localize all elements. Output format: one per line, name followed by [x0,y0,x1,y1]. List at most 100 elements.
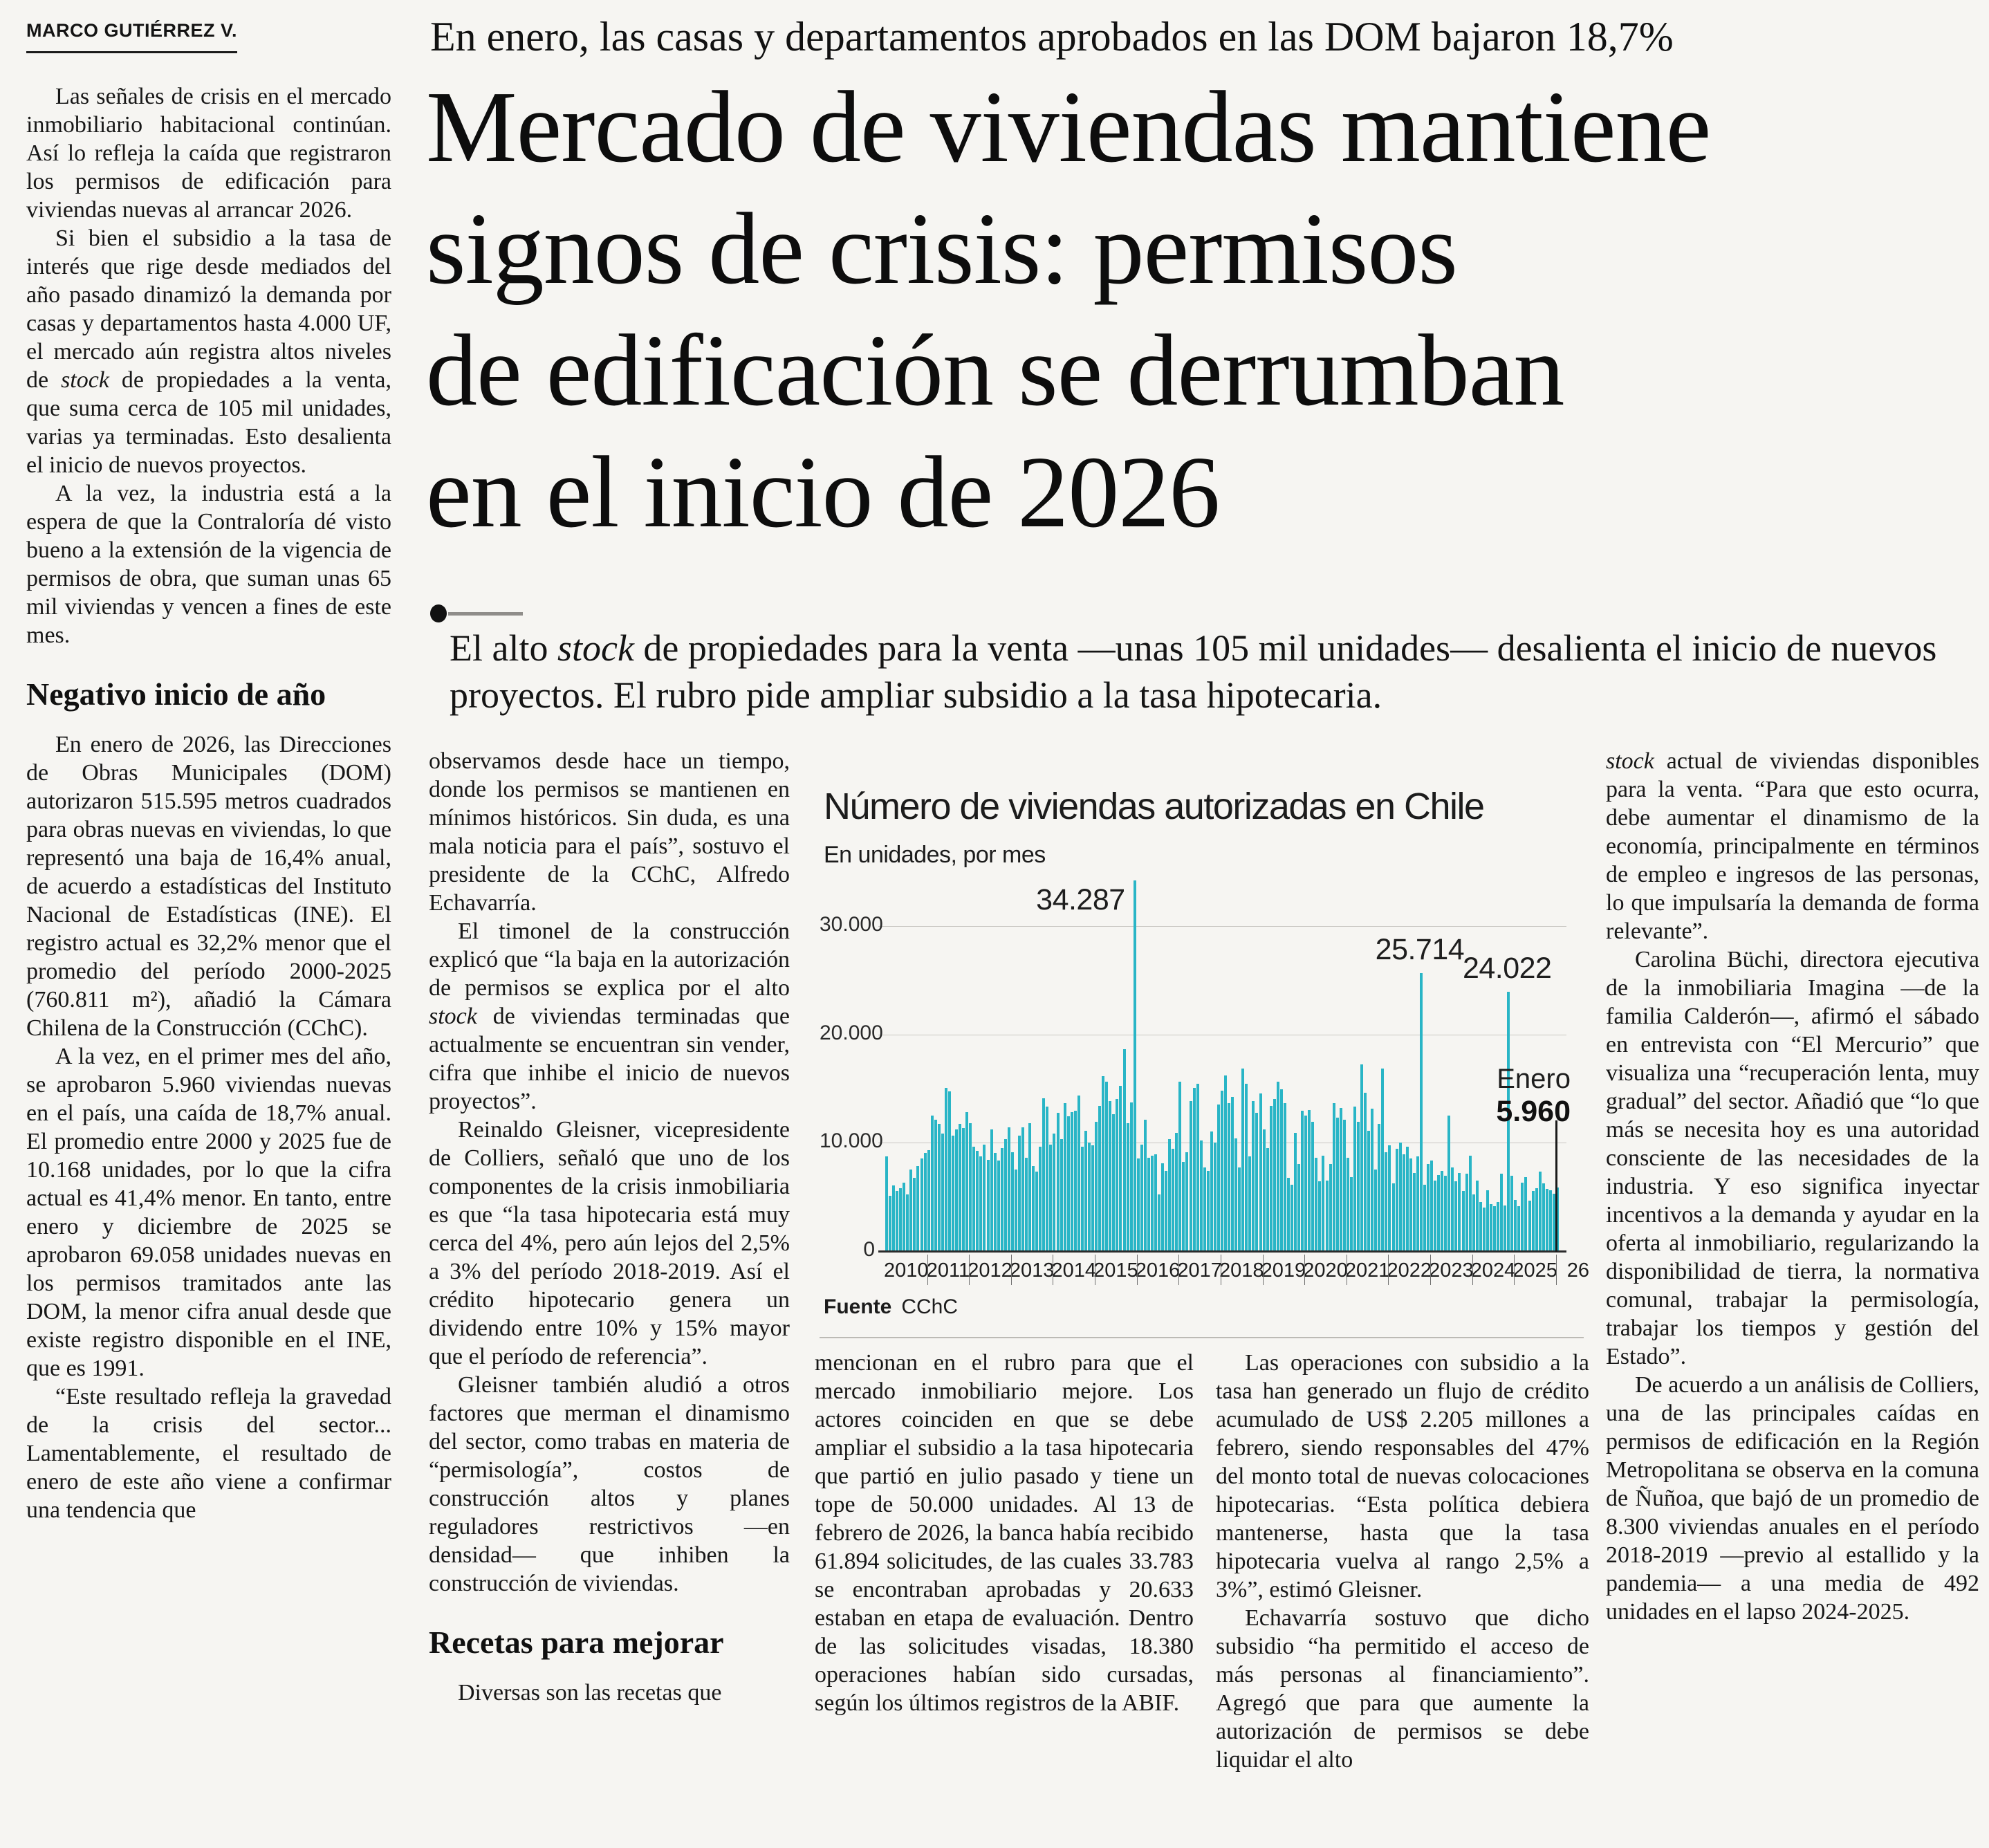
column-subhead: Negativo inicio de año [26,676,326,712]
bar [1339,1107,1342,1252]
bar [1049,1144,1053,1252]
bar [1451,1167,1454,1252]
bar [1504,1205,1507,1252]
bar [1542,1183,1545,1252]
bar [1238,1167,1241,1252]
bar [885,1156,888,1252]
x-axis-year-label: 2023 [1429,1259,1474,1282]
article-column-2: observamos desde hace un tiempo, donde l… [429,747,790,1848]
bar [1311,1122,1315,1252]
bar [1150,1155,1154,1252]
bar [1349,1176,1353,1252]
x-axis-tick [1304,1255,1306,1285]
paragraph: En enero de 2026, las Direcciones de Obr… [26,731,391,1041]
x-axis-tick [927,1255,928,1285]
bar [1196,1084,1199,1252]
bar [979,1156,983,1252]
bar [983,1144,986,1252]
bar [1545,1189,1548,1252]
chart-bottom-rule [820,1337,1584,1338]
bar [1364,1092,1367,1252]
bar [1402,1154,1405,1252]
x-axis-tick [1178,1255,1180,1285]
bar [1378,1124,1381,1252]
x-axis-tick [1388,1255,1389,1285]
bar [1185,1152,1189,1252]
y-axis-label: 0 [863,1238,875,1261]
bar [1088,1142,1091,1252]
bar [1353,1107,1356,1252]
bar [1143,1119,1147,1252]
bar [1290,1184,1293,1252]
bar [1098,1105,1102,1252]
bar [1017,1136,1021,1252]
bar [1028,1122,1032,1252]
x-axis-year-label: 2016 [1135,1259,1181,1282]
bar [1398,1142,1402,1252]
bar [1304,1115,1308,1252]
bar [1497,1201,1500,1252]
x-axis-year-label: 26 [1566,1259,1590,1282]
x-axis-year-label: 2019 [1261,1259,1306,1282]
bar [1063,1103,1066,1252]
bar [1531,1191,1535,1252]
bar [1091,1145,1095,1252]
headline-line: signos de crisis: permisos [426,192,1458,306]
x-axis-year-label: 2014 [1051,1259,1097,1282]
bar [896,1191,899,1252]
bar [944,1088,947,1252]
bar [1136,1158,1140,1252]
bar [1158,1194,1161,1252]
bar [1346,1157,1349,1252]
bar [1175,1132,1178,1252]
bar [1129,1102,1133,1252]
headline-line: Mercado de viviendas mantiene [426,71,1711,184]
bar [1381,1069,1385,1252]
bar [1203,1167,1206,1252]
data-annotation: 34.287 [1036,883,1125,916]
bar [1126,1122,1129,1252]
bar [1080,1147,1084,1252]
bar [903,1182,906,1252]
bar [1042,1098,1046,1252]
x-axis-line [878,1250,1566,1253]
bar [1168,1139,1172,1252]
last-point-label: Enero 5.960 [1496,1063,1571,1129]
paragraph: A la vez, la industria está a la espera … [26,481,391,648]
bar [941,1134,944,1252]
bar [1395,1149,1398,1252]
bar [969,1122,972,1252]
bar [1010,1152,1014,1252]
bar [1165,1170,1168,1252]
bar [1538,1172,1542,1252]
bar [1178,1082,1182,1252]
bar [1025,1157,1028,1252]
bar [1405,1147,1409,1252]
bar [906,1194,909,1252]
bar [1273,1099,1276,1252]
bar [1199,1140,1203,1252]
y-axis-label: 30.000 [820,913,883,936]
housing-permits-chart: Número de viviendas autorizadas en Chile… [820,764,1589,1359]
bar [1046,1107,1049,1252]
bar [1035,1172,1039,1252]
bar [1329,1164,1332,1252]
bar [1434,1180,1437,1252]
bar [1154,1154,1157,1252]
x-axis-tick [969,1255,970,1285]
bar [955,1129,959,1252]
bar [1105,1082,1109,1252]
paragraph: Gleisner también aludió a otros factores… [429,1372,790,1596]
bar [930,1115,934,1252]
bar [1060,1139,1063,1252]
bar [1552,1194,1555,1252]
bar [1140,1144,1143,1252]
paragraph: stock actual de viviendas disponibles pa… [1606,748,1979,944]
bar [1224,1075,1228,1252]
bar [1468,1155,1472,1252]
byline: MARCO GUTIÉRREZ V. [26,17,238,53]
bar [1252,1101,1255,1252]
bar [1548,1190,1552,1252]
bar [1021,1127,1025,1252]
